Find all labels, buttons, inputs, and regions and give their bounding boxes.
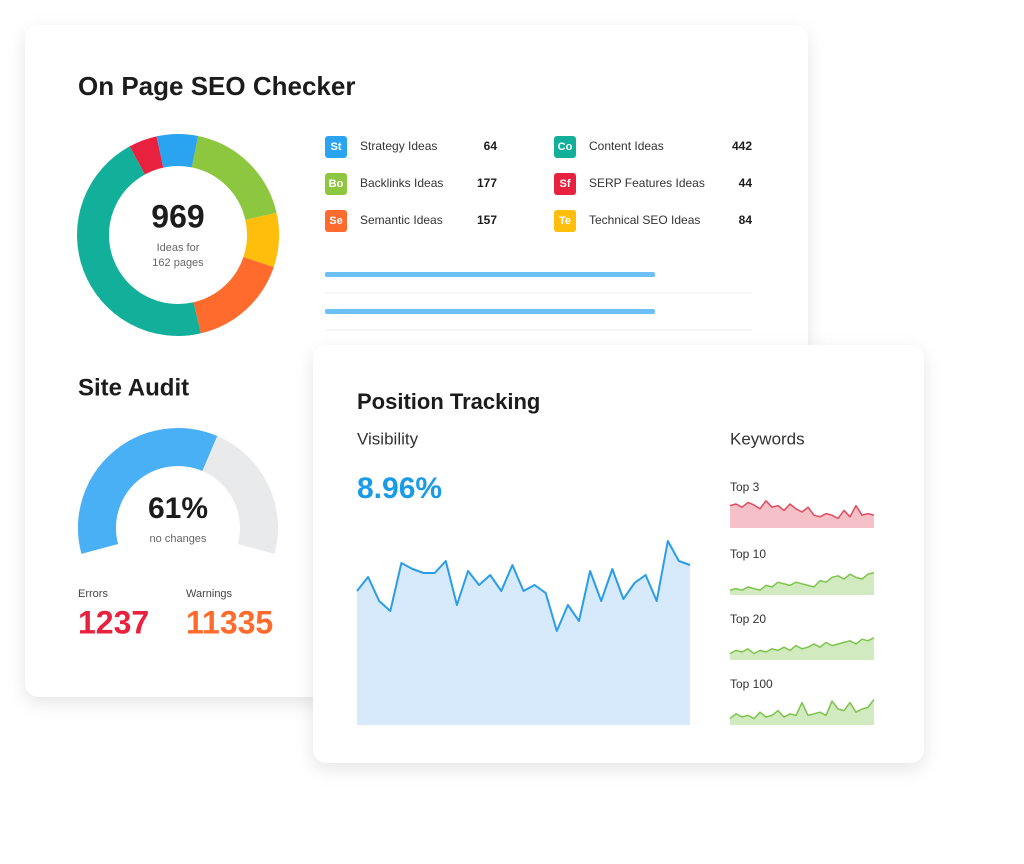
legend-icon-text: St: [331, 141, 342, 153]
total-caption: Ideas for: [157, 242, 200, 254]
area-fill: [730, 500, 874, 528]
area-line: [729, 500, 875, 520]
area-line: [729, 571, 875, 591]
keyword-label: Top 20: [730, 612, 766, 626]
legend-label: Semantic Ideas: [360, 213, 443, 227]
keyword-label: Top 3: [730, 480, 760, 494]
seo-title: On Page SEO Checker: [78, 71, 355, 101]
visibility-label: Visibility: [357, 429, 419, 448]
donut-segment: [156, 134, 199, 168]
donut-segment: [191, 136, 277, 221]
area-fill: [730, 699, 874, 725]
area-line: [729, 698, 875, 720]
legend-label: Content Ideas: [589, 139, 664, 153]
legend-label: Backlinks Ideas: [360, 176, 443, 190]
legend-value: 177: [477, 176, 497, 190]
warnings: 11335: [186, 604, 273, 640]
legend-label: SERP Features Ideas: [589, 176, 705, 190]
legend-icon: [325, 136, 347, 158]
legend-value: 64: [484, 139, 498, 153]
tracking-title: Position Tracking: [357, 389, 540, 414]
legend-label: Technical SEO Ideas: [589, 213, 700, 227]
legend-icon-text: Bo: [329, 178, 344, 190]
area-line: [729, 636, 875, 655]
legend-value: 44: [739, 176, 753, 190]
legend-value: 84: [739, 213, 753, 227]
total-caption: 162 pages: [152, 257, 204, 269]
audit-title: Site Audit: [78, 374, 189, 401]
legend-icon: [554, 210, 576, 232]
legend-icon-text: Te: [559, 215, 571, 227]
legend-icon: [325, 210, 347, 232]
gauge-value: [78, 428, 218, 554]
errors: 1237: [78, 604, 149, 640]
keyword-label: Top 10: [730, 547, 766, 561]
warnings-label: Warnings: [186, 588, 233, 600]
legend-icon: [554, 173, 576, 195]
legend-value: 442: [732, 139, 752, 153]
legend-label: Strategy Ideas: [360, 139, 437, 153]
total: 969: [151, 198, 204, 234]
legend-icon-text: Co: [558, 141, 573, 153]
legend-icon: [554, 136, 576, 158]
legend-value: 157: [477, 213, 497, 227]
donut-segment: [77, 146, 201, 336]
audit-score: 61%: [148, 492, 208, 525]
legend-icon: [325, 173, 347, 195]
visibility: 8.96%: [357, 472, 442, 505]
progress-bar: [325, 272, 655, 277]
area-line: [356, 540, 691, 632]
donut-segment: [129, 136, 164, 175]
errors-label: Errors: [78, 588, 108, 600]
donut-segment: [192, 256, 274, 334]
legend-icon-text: Se: [329, 215, 342, 227]
progress-bar: [325, 309, 655, 314]
gauge-track: [201, 436, 278, 554]
keywords-label: Keywords: [730, 429, 805, 448]
donut-segment: [243, 212, 279, 268]
audit-caption: no changes: [150, 533, 207, 545]
keyword-label: Top 100: [730, 677, 773, 691]
legend-icon-text: Sf: [560, 178, 571, 190]
